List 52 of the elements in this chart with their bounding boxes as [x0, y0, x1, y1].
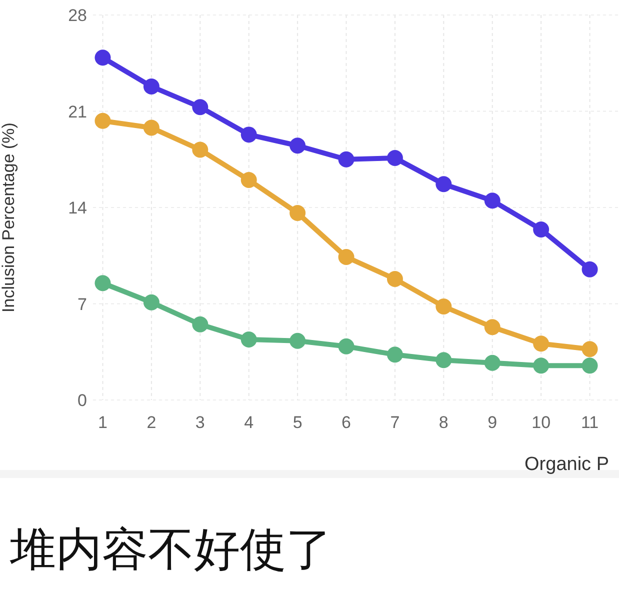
point	[386, 271, 403, 287]
y-tick-label: 28	[68, 6, 87, 25]
y-tick-label: 21	[68, 102, 87, 122]
point	[582, 341, 598, 358]
point	[436, 298, 452, 314]
point	[143, 294, 160, 310]
point	[240, 332, 257, 348]
point	[94, 112, 111, 129]
point	[192, 316, 208, 332]
x-tick-label: 3	[195, 413, 205, 432]
point	[338, 249, 354, 265]
x-tick-label: 1	[98, 413, 108, 432]
point	[143, 78, 160, 94]
x-tick-label: 6	[342, 413, 351, 432]
point	[386, 150, 403, 166]
point	[436, 176, 452, 192]
x-tick-label: 5	[292, 413, 302, 432]
point	[240, 126, 257, 143]
point	[533, 358, 550, 374]
point	[386, 346, 403, 363]
point	[192, 142, 208, 158]
text: 堆内容不好使了	[9, 523, 332, 575]
y-axis-title: Inclusion Percentage (%)	[0, 122, 18, 312]
x-tick-label: 7	[390, 413, 400, 432]
y-tick-label: 0	[78, 391, 87, 410]
y-tick-label: 14	[68, 198, 87, 218]
point	[484, 192, 500, 209]
x-tick-label: 10	[532, 413, 551, 432]
point	[484, 319, 500, 336]
point	[582, 358, 598, 374]
point	[240, 172, 257, 188]
x-tick-label: 11	[580, 413, 599, 432]
x-axis-title: Organic P	[524, 454, 609, 475]
point	[143, 120, 160, 136]
x-tick-label: 9	[488, 413, 498, 432]
point	[290, 138, 306, 154]
point	[338, 151, 354, 168]
point	[533, 222, 550, 238]
point	[582, 261, 598, 278]
point	[290, 205, 306, 221]
point	[338, 338, 354, 354]
x-tick-label: 8	[438, 413, 448, 432]
point	[533, 336, 550, 352]
y-tick-label: 7	[78, 294, 87, 314]
point	[94, 275, 111, 292]
x-tick-label: 4	[244, 413, 254, 432]
point	[94, 50, 111, 66]
x-tick-label: 2	[146, 413, 156, 432]
point	[192, 99, 208, 116]
point	[484, 354, 500, 371]
point	[436, 352, 452, 368]
point	[290, 332, 306, 349]
